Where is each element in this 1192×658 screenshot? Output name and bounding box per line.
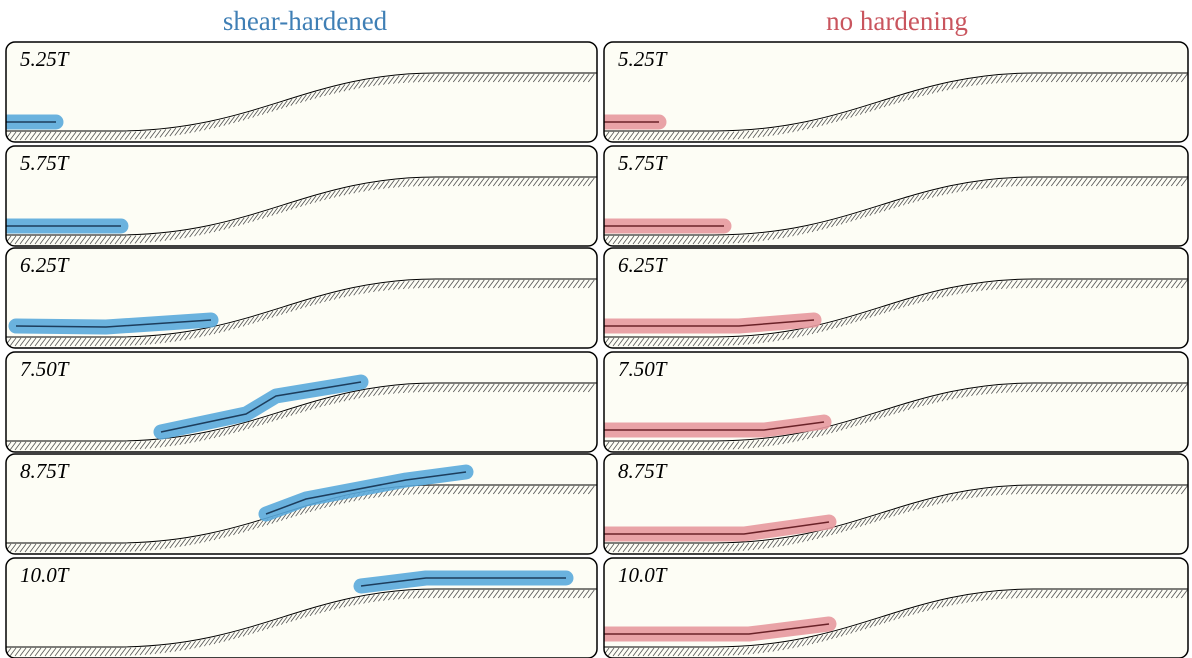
panel: 10.0T bbox=[598, 558, 1188, 658]
time-label: 8.75T bbox=[618, 459, 668, 483]
hatch bbox=[598, 236, 604, 244]
hatch bbox=[598, 338, 604, 346]
panel-bg bbox=[6, 42, 597, 142]
time-label: 10.0T bbox=[20, 563, 70, 587]
hatch bbox=[598, 442, 604, 450]
panel: 5.75T bbox=[598, 146, 1188, 246]
time-label: 7.50T bbox=[20, 357, 70, 381]
panel: 8.75T bbox=[0, 454, 597, 554]
panel: 5.25T bbox=[0, 42, 597, 142]
hatch bbox=[0, 442, 6, 450]
panel: 6.25T bbox=[598, 248, 1188, 348]
time-label: 5.75T bbox=[20, 151, 70, 175]
hatch bbox=[0, 544, 6, 552]
column-title: no hardening bbox=[826, 6, 968, 36]
time-label: 6.25T bbox=[20, 253, 70, 277]
hatch bbox=[0, 648, 6, 656]
panel: 10.0T bbox=[0, 558, 597, 658]
panel: 7.50T bbox=[598, 352, 1188, 452]
panel: 8.75T bbox=[598, 454, 1188, 554]
panel-bg bbox=[604, 42, 1188, 142]
time-label: 8.75T bbox=[20, 459, 70, 483]
panel: 6.25T bbox=[0, 248, 597, 348]
panel: 7.50T bbox=[0, 352, 597, 452]
panel: 5.75T bbox=[0, 146, 597, 246]
time-label: 10.0T bbox=[618, 563, 668, 587]
panel-bg bbox=[6, 352, 597, 452]
hatch bbox=[0, 338, 6, 346]
hatch bbox=[598, 544, 604, 552]
panel: 5.25T bbox=[598, 42, 1188, 142]
hatch bbox=[0, 132, 6, 140]
hatch bbox=[0, 236, 6, 244]
time-label: 5.25T bbox=[618, 47, 668, 71]
column-title: shear-hardened bbox=[223, 6, 388, 36]
time-label: 6.25T bbox=[618, 253, 668, 277]
figure: shear-hardened no hardening 5.25T 5.75T 6.… bbox=[0, 0, 1192, 658]
time-label: 5.75T bbox=[618, 151, 668, 175]
time-label: 5.25T bbox=[20, 47, 70, 71]
time-label: 7.50T bbox=[618, 357, 668, 381]
hatch bbox=[598, 648, 604, 656]
hatch bbox=[598, 132, 604, 140]
panel-bg bbox=[604, 558, 1188, 658]
